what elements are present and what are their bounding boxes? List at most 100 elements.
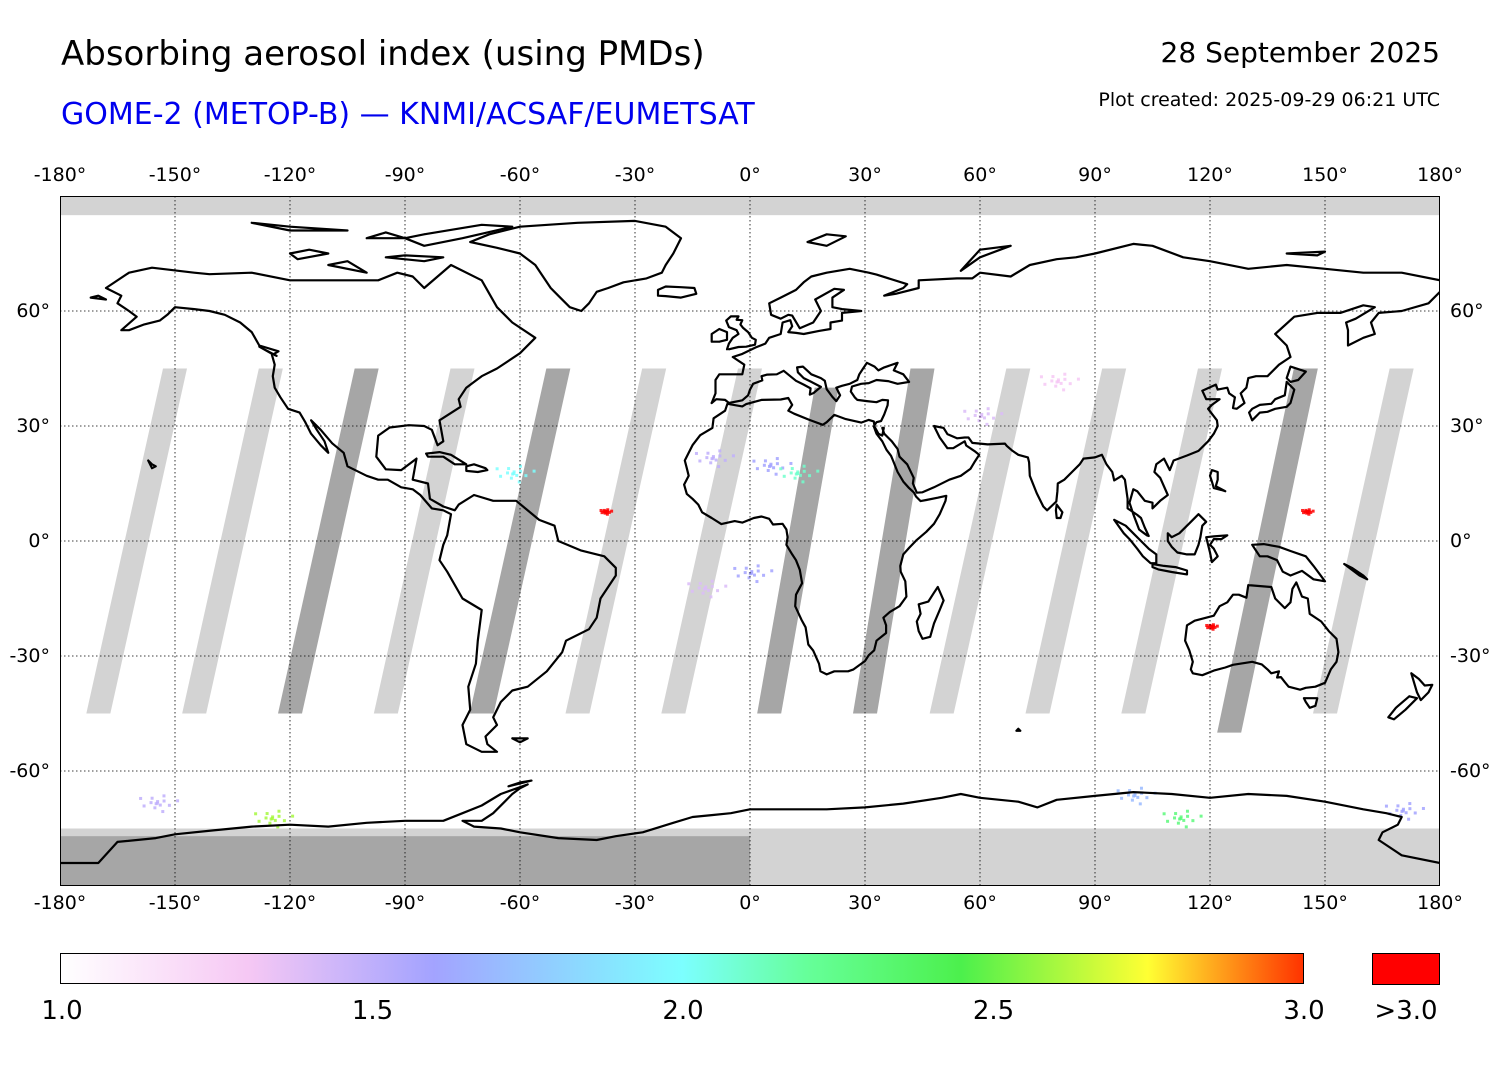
y-tick-right-2: 0° bbox=[1450, 530, 1472, 552]
aerosol-patch-4 bbox=[687, 579, 728, 599]
coastline-20 bbox=[1302, 697, 1319, 709]
coastline-27 bbox=[288, 248, 330, 261]
coastline-17 bbox=[1208, 469, 1227, 493]
aerosol-patch-15 bbox=[1039, 372, 1080, 392]
plot-subtitle: GOME-2 (METOP-B) — KNMI/ACSAF/EUMETSAT bbox=[61, 97, 755, 132]
y-tick-right-4: -60° bbox=[1450, 760, 1491, 782]
coastline-15 bbox=[1205, 534, 1229, 564]
aerosol-patch-0 bbox=[694, 449, 735, 469]
coastline-8 bbox=[656, 285, 698, 299]
coastline-3 bbox=[682, 290, 1440, 676]
x-tick-top-12: 180° bbox=[1417, 164, 1463, 186]
coastline-1 bbox=[469, 219, 683, 313]
coastline-6 bbox=[725, 315, 757, 351]
x-tick-top-10: 120° bbox=[1187, 164, 1233, 186]
x-tick-top-5: -30° bbox=[614, 164, 656, 186]
coastline-32 bbox=[1285, 250, 1327, 257]
y-tick-left-3: -30° bbox=[9, 645, 50, 667]
x-tick-top-1: -150° bbox=[148, 164, 202, 186]
colorbar-over-label: >3.0 bbox=[1374, 996, 1438, 1026]
x-tick-bottom-4: -60° bbox=[499, 892, 541, 914]
aerosol-patch-8 bbox=[1301, 508, 1315, 516]
coastline-18 bbox=[1410, 672, 1434, 702]
map-frame bbox=[60, 196, 1440, 886]
coastline-5 bbox=[60, 783, 1440, 865]
colorbar-label-2: 2.0 bbox=[662, 996, 704, 1026]
coastline-23 bbox=[258, 345, 278, 357]
coastline-9 bbox=[1285, 365, 1307, 383]
x-tick-top-6: 0° bbox=[739, 164, 761, 186]
x-tick-bottom-5: -30° bbox=[614, 892, 656, 914]
coastline-33 bbox=[250, 221, 349, 232]
x-tick-top-4: -60° bbox=[499, 164, 541, 186]
y-tick-right-0: 60° bbox=[1450, 300, 1484, 322]
swath-gap-6 bbox=[661, 368, 762, 714]
y-tick-left-0: 60° bbox=[16, 300, 50, 322]
aerosol-patch-3 bbox=[733, 564, 774, 584]
colorbar-label-4: 3.0 bbox=[1283, 996, 1325, 1026]
x-tick-bottom-2: -120° bbox=[263, 892, 317, 914]
coastline-29 bbox=[365, 231, 407, 240]
coastline-31 bbox=[959, 244, 1012, 272]
coastline-19 bbox=[1387, 695, 1419, 721]
x-tick-top-9: 90° bbox=[1078, 164, 1112, 186]
coastline-34 bbox=[507, 779, 533, 788]
x-tick-bottom-8: 60° bbox=[963, 892, 997, 914]
x-tick-bottom-7: 30° bbox=[848, 892, 882, 914]
x-tick-top-3: -90° bbox=[384, 164, 426, 186]
coastline-38 bbox=[1054, 503, 1064, 520]
x-tick-top-8: 60° bbox=[963, 164, 997, 186]
colorbar bbox=[60, 953, 1304, 984]
coastline-2 bbox=[710, 242, 1440, 405]
x-tick-bottom-12: 180° bbox=[1417, 892, 1463, 914]
coastline-37 bbox=[147, 459, 157, 470]
swath-gap-11 bbox=[1121, 368, 1222, 714]
plot-created-timestamp: Plot created: 2025-09-29 06:21 UTC bbox=[1098, 89, 1440, 111]
coastline-12 bbox=[1113, 518, 1158, 565]
x-tick-bottom-1: -150° bbox=[148, 892, 202, 914]
x-tick-bottom-6: 0° bbox=[739, 892, 761, 914]
aerosol-patch-5 bbox=[495, 464, 536, 484]
aerosol-patch-12 bbox=[254, 809, 295, 829]
colorbar-label-0: 1.0 bbox=[41, 996, 83, 1026]
coastline-16 bbox=[1251, 543, 1327, 583]
aerosol-patch-1 bbox=[752, 457, 793, 476]
coastline-39 bbox=[1343, 562, 1369, 581]
coastline-26 bbox=[327, 260, 368, 274]
coastline-24 bbox=[89, 294, 108, 301]
coastline-0 bbox=[104, 263, 617, 753]
y-tick-left-1: 30° bbox=[16, 415, 50, 437]
x-tick-top-11: 150° bbox=[1302, 164, 1348, 186]
coastline-25 bbox=[384, 254, 445, 263]
x-tick-top-7: 30° bbox=[848, 164, 882, 186]
x-tick-bottom-9: 90° bbox=[1078, 892, 1112, 914]
coastline-21 bbox=[425, 451, 468, 466]
aerosol-patch-11 bbox=[139, 794, 180, 814]
x-tick-top-2: -120° bbox=[263, 164, 317, 186]
coastline-layer bbox=[60, 219, 1440, 865]
y-tick-left-4: -60° bbox=[9, 760, 50, 782]
x-tick-bottom-10: 120° bbox=[1187, 892, 1233, 914]
colorbar-over-max bbox=[1372, 953, 1440, 985]
coastline-13 bbox=[1151, 562, 1189, 576]
coastline-22 bbox=[465, 463, 489, 474]
y-tick-right-1: 30° bbox=[1450, 415, 1484, 437]
x-tick-bottom-11: 150° bbox=[1302, 892, 1348, 914]
x-tick-bottom-3: -90° bbox=[384, 892, 426, 914]
y-tick-right-3: -30° bbox=[1450, 645, 1491, 667]
coastline-35 bbox=[511, 737, 529, 744]
aerosol-patch-6 bbox=[599, 508, 614, 516]
plot-title: Absorbing aerosol index (using PMDs) bbox=[61, 34, 705, 74]
coastline-11 bbox=[915, 585, 945, 640]
coastline-10 bbox=[1247, 380, 1296, 422]
swath-gap-layer bbox=[86, 368, 1414, 733]
coastline-30 bbox=[806, 233, 847, 247]
swath-gap-12 bbox=[1217, 368, 1318, 733]
plot-date: 28 September 2025 bbox=[1160, 36, 1440, 69]
coastline-14 bbox=[1166, 513, 1208, 556]
coastline-4 bbox=[1183, 581, 1340, 691]
coastline-36 bbox=[1015, 727, 1022, 732]
swath-gap-8 bbox=[853, 368, 935, 714]
y-tick-left-2: 0° bbox=[28, 530, 50, 552]
aerosol-map bbox=[60, 196, 1440, 886]
